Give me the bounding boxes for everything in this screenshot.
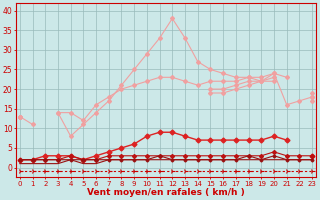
X-axis label: Vent moyen/en rafales ( km/h ): Vent moyen/en rafales ( km/h ) xyxy=(87,188,245,197)
